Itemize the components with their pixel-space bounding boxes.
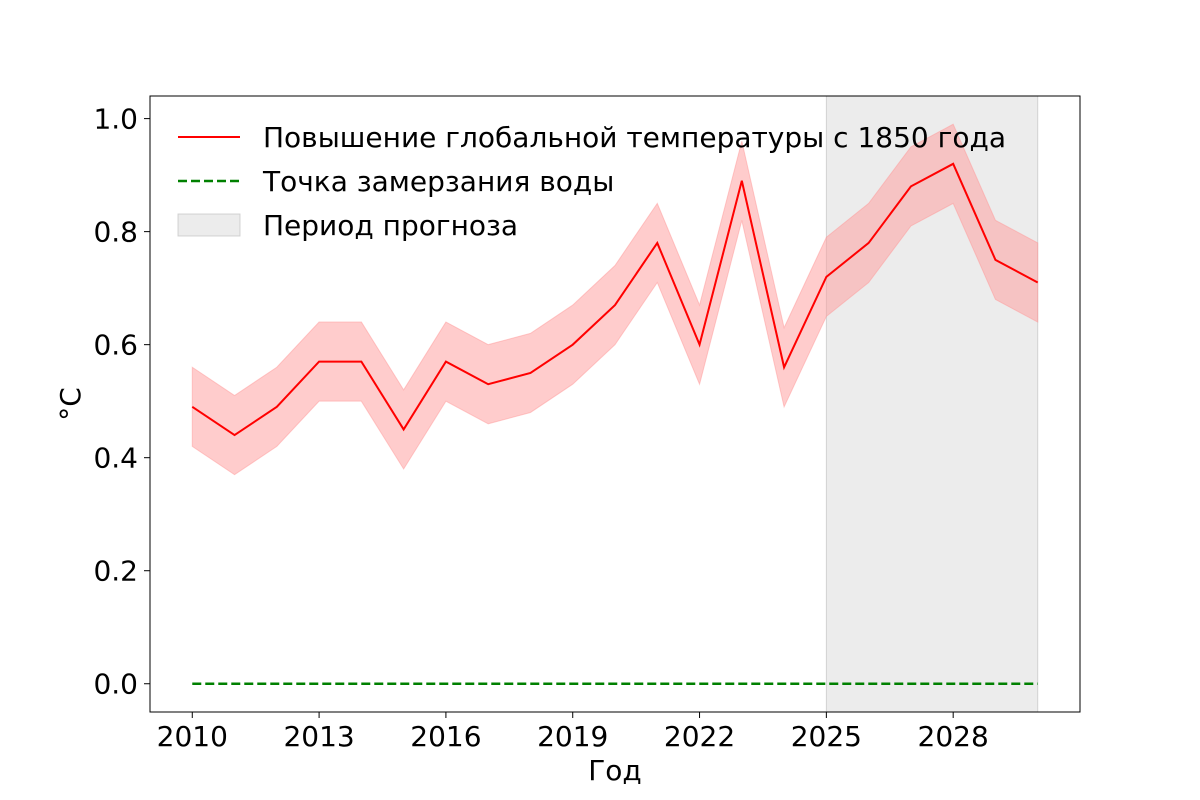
x-tick-label: 2025: [791, 720, 862, 753]
x-tick-label: 2028: [918, 720, 989, 753]
y-axis: 0.0 0.2 0.4 0.6 0.8 1.0: [93, 103, 150, 701]
confidence-bands: [191, 123, 1039, 476]
y-tick-label: 0.0: [93, 668, 138, 701]
x-axis: 2010 2013 2016 2019 2022 2025 2028: [157, 712, 989, 753]
series-lines: [191, 162, 1039, 685]
legend: Повышение глобальной температуры с 1850 …: [177, 121, 1006, 242]
x-tick-label: 2022: [664, 720, 735, 753]
plot-frame: [149, 95, 1081, 713]
x-tick-label: 2016: [410, 720, 481, 753]
y-tick-label: 0.4: [93, 442, 138, 475]
legend-label-freezing: Точка замерзания воды: [262, 165, 614, 198]
x-tick-label: 2013: [283, 720, 354, 753]
y-tick-label: 0.6: [93, 329, 138, 362]
x-axis-title: Год: [588, 754, 642, 787]
temperature-line: [191, 162, 1039, 437]
x-tick-label: 2010: [157, 720, 228, 753]
x-tick-label: 2019: [537, 720, 608, 753]
legend-swatch-forecast: [177, 213, 241, 237]
y-axis-title: °C: [54, 387, 87, 421]
y-tick-label: 0.2: [93, 555, 138, 588]
y-tick-label: 1.0: [93, 103, 138, 136]
legend-label-forecast: Период прогноза: [263, 209, 518, 242]
legend-label-temperature: Повышение глобальной температуры с 1850 …: [263, 121, 1006, 154]
y-tick-label: 0.8: [93, 216, 138, 249]
confidence-band: [191, 123, 1039, 476]
